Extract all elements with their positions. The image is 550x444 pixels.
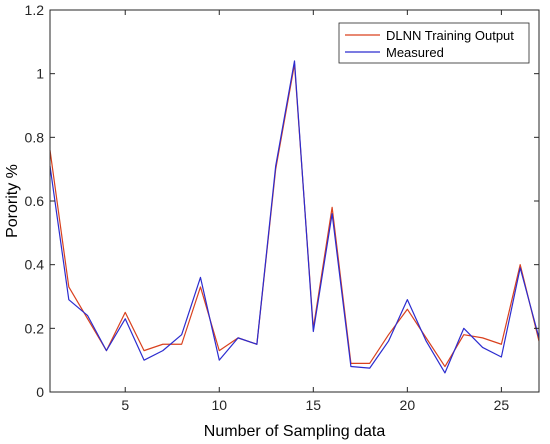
y-tick-label: 0.6 [25, 193, 45, 209]
x-tick-label: 15 [306, 397, 322, 413]
series-line-measured [49, 60, 540, 374]
plot-frame [49, 9, 540, 393]
y-tick-label: 0.4 [25, 257, 45, 273]
y-tick-label: 0.2 [25, 320, 45, 336]
y-tick-label: 0.8 [25, 129, 45, 145]
legend-box [338, 22, 530, 64]
x-axis-label: Number of Sampling data [204, 423, 386, 440]
x-tick-label: 5 [121, 397, 129, 413]
plot-area [50, 10, 539, 392]
x-tick-label: 20 [400, 397, 416, 413]
y-tick-label: 0 [36, 384, 44, 400]
y-axis-label: Porority % [4, 164, 21, 238]
series-layer [49, 60, 540, 374]
legend: DLNN Training Output Measured [338, 22, 530, 64]
legend-label-dlnn: DLNN Training Output [386, 28, 514, 43]
legend-label-measured: Measured [386, 45, 444, 60]
x-tick-label: 10 [211, 397, 227, 413]
y-tick-label: 1 [36, 66, 44, 82]
x-tick-label: 25 [494, 397, 510, 413]
y-tick-label: 1.2 [25, 2, 45, 18]
